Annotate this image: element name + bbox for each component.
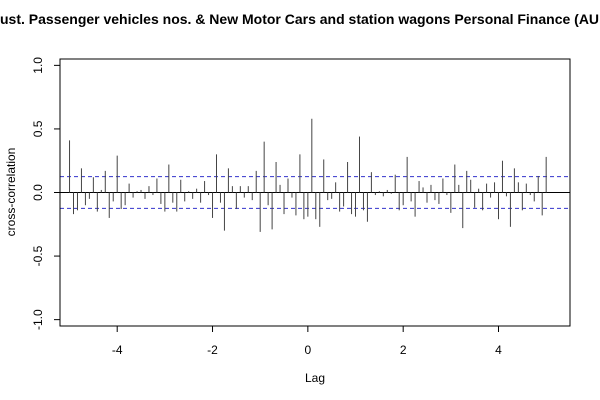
x-tick-label: -4: [112, 343, 123, 357]
chart-title: ust. Passenger vehicles nos. & New Motor…: [0, 11, 599, 27]
y-tick-label: 1.0: [31, 57, 45, 74]
y-tick-label: -0.5: [31, 245, 45, 266]
y-tick-label: 0.0: [31, 184, 45, 201]
y-tick-label: -1.0: [31, 309, 45, 330]
confidence-bounds: [60, 176, 570, 209]
y-axis: -1.0 -0.5 0.0 0.5 1.0: [31, 57, 61, 330]
y-tick-label: 0.5: [31, 120, 45, 137]
x-tick-label: 0: [305, 343, 312, 357]
x-axis: -4 -2 0 2 4: [112, 325, 502, 357]
x-tick-label: -2: [207, 343, 218, 357]
x-axis-label: Lag: [305, 371, 325, 385]
x-tick-label: 2: [400, 343, 407, 357]
y-axis-label: cross-correlation: [4, 148, 18, 237]
x-tick-label: 4: [495, 343, 502, 357]
correlation-bars: [69, 118, 547, 232]
